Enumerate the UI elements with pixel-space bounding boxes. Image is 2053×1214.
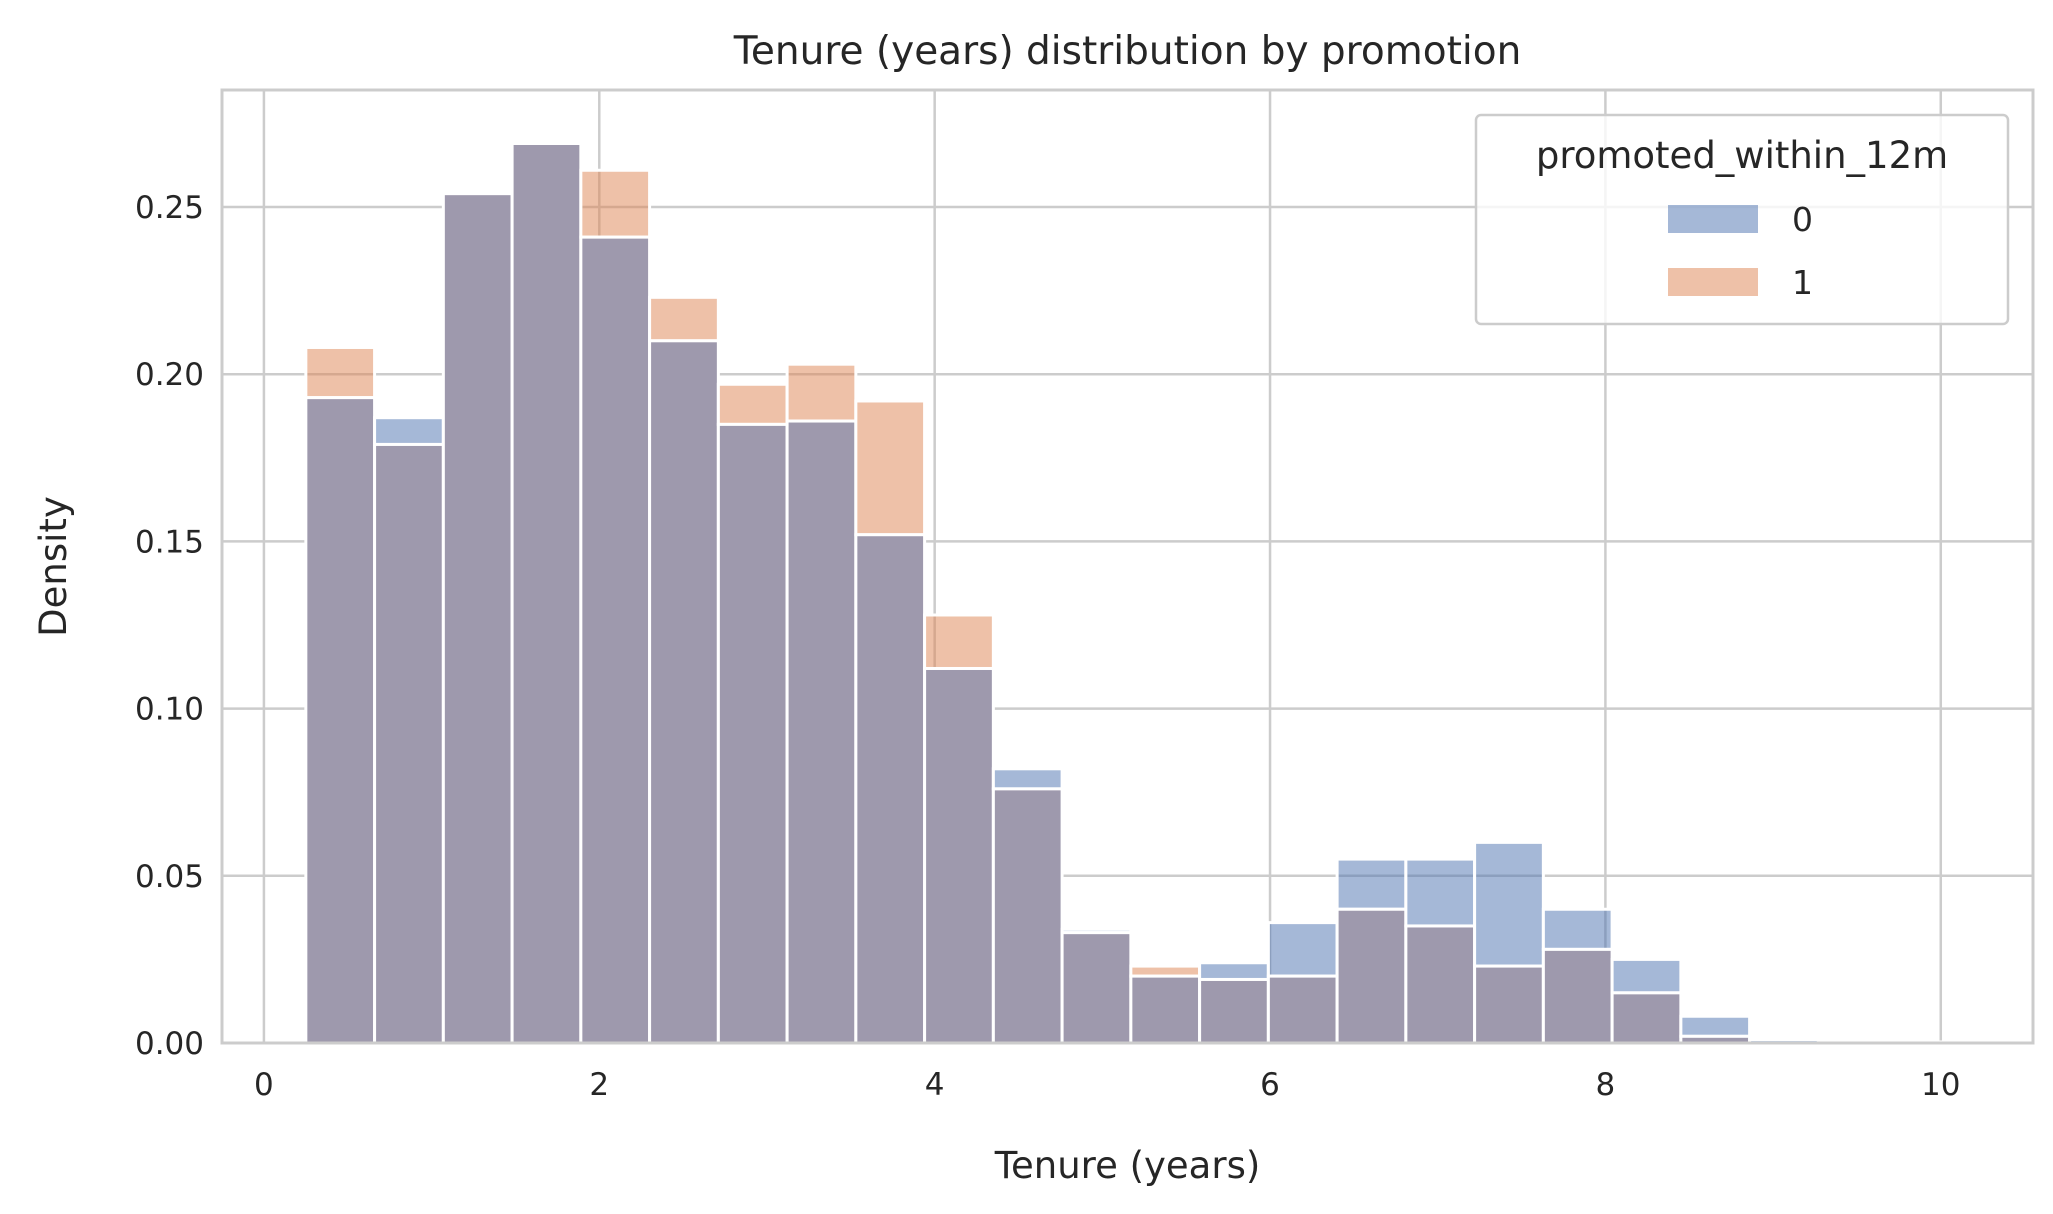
y-axis-label: Density <box>32 496 75 637</box>
bar-overlap-18 <box>1541 947 1614 1045</box>
bar-excess-1 <box>373 416 445 446</box>
bar-excess-16 <box>1404 857 1477 928</box>
bar-overlap-8 <box>854 533 927 1045</box>
bar-overlap-1 <box>373 442 445 1045</box>
bar-excess-7 <box>785 362 858 423</box>
bar-overlap-0 <box>304 396 377 1045</box>
bar-overlap-10 <box>991 787 1064 1045</box>
bar-overlap-17 <box>1473 964 1545 1045</box>
y-tick-label-3: 0.15 <box>135 524 204 560</box>
bar-overlap-13 <box>1198 977 1270 1045</box>
x-tick-label-5: 10 <box>1921 1067 1960 1103</box>
bar-overlap-7 <box>785 419 858 1045</box>
bar-excess-9 <box>923 613 995 670</box>
x-tick-label-1: 2 <box>589 1067 609 1103</box>
bar-excess-18 <box>1541 907 1614 951</box>
y-tick-label-5: 0.25 <box>135 190 204 226</box>
bar-overlap-16 <box>1404 924 1477 1045</box>
bar-excess-4 <box>579 168 652 239</box>
bar-excess-0 <box>304 345 377 400</box>
bar-excess-10 <box>991 767 1064 791</box>
legend-label-1: 1 <box>1792 263 1813 302</box>
x-axis-label: Tenure (years) <box>994 1144 1261 1187</box>
plot-frame <box>220 88 2035 1045</box>
x-tick-label-0: 0 <box>254 1067 274 1103</box>
x-axis-ticks: 0 2 4 6 8 10 <box>254 1067 1960 1103</box>
bar-overlap-19 <box>1610 991 1683 1045</box>
bar-overlap-14 <box>1266 974 1339 1045</box>
bar-excess-19 <box>1610 957 1683 995</box>
legend: promoted_within_12m 0 1 <box>1474 113 2010 326</box>
legend-swatch-0 <box>1668 205 1758 233</box>
bar-overlap-15 <box>1335 907 1408 1045</box>
bar-overlap-11 <box>1060 931 1133 1045</box>
y-tick-label-0: 0.00 <box>135 1026 204 1062</box>
bar-overlap-6 <box>716 422 789 1045</box>
x-tick-label-2: 4 <box>925 1067 945 1103</box>
y-tick-label-1: 0.05 <box>135 859 204 895</box>
bar-excess-5 <box>648 295 720 343</box>
bar-excess-6 <box>716 382 789 426</box>
legend-label-0: 0 <box>1792 200 1813 239</box>
x-tick-label-3: 6 <box>1260 1067 1280 1103</box>
bar-overlap-12 <box>1129 974 1202 1045</box>
bar-overlap-4 <box>579 235 652 1045</box>
y-axis-ticks: 0.00 0.05 0.10 0.15 0.20 0.25 <box>135 190 204 1062</box>
y-tick-label-4: 0.20 <box>135 357 204 393</box>
bar-overlap-5 <box>648 339 720 1045</box>
bar-excess-12 <box>1129 964 1202 978</box>
legend-swatch-1 <box>1668 268 1758 296</box>
bar-excess-14 <box>1266 921 1339 978</box>
bar-excess-15 <box>1335 857 1408 911</box>
bar-excess-17 <box>1473 840 1545 968</box>
bar-overlap-9 <box>923 666 995 1045</box>
bar-overlap-3 <box>510 142 583 1045</box>
x-tick-label-4: 8 <box>1596 1067 1616 1103</box>
bar-excess-13 <box>1198 961 1270 981</box>
chart-title: Tenure (years) distribution by promotion <box>733 29 1522 74</box>
bar-overlap-2 <box>441 192 514 1045</box>
y-tick-label-2: 0.10 <box>135 692 204 728</box>
bar-excess-20 <box>1679 1014 1752 1038</box>
legend-title: promoted_within_12m <box>1536 134 1948 177</box>
bar-excess-8 <box>854 399 927 537</box>
